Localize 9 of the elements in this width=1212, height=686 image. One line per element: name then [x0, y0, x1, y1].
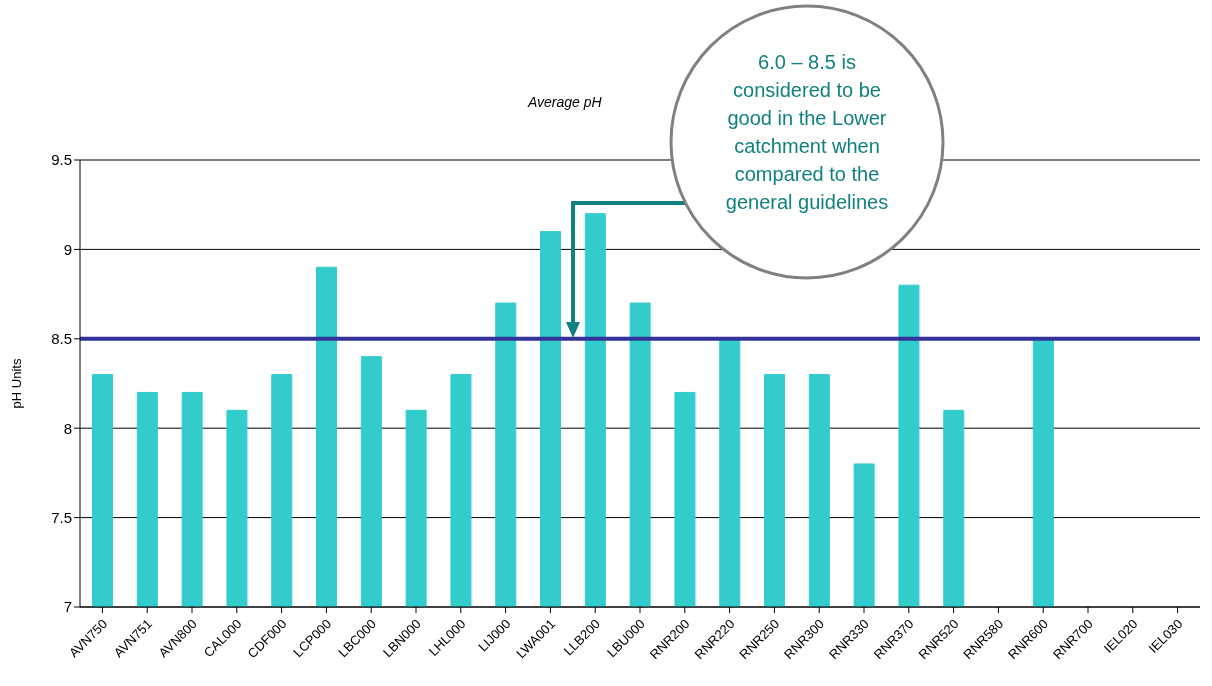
y-tick-label: 7.5	[51, 508, 72, 526]
chart-title: Average pH	[528, 94, 602, 110]
y-tick-label: 9	[63, 240, 72, 258]
y-axis-title: pH Units	[8, 358, 24, 409]
y-tick-label: 7	[63, 598, 72, 616]
y-tick-label: 8	[63, 419, 72, 437]
y-tick-label: 8.5	[51, 330, 72, 348]
annotation: 6.0 – 8.5 is considered to be good in the Lower catchment when compared to the general guidelines	[724, 50, 890, 215]
y-tick-label: 9.5	[51, 151, 72, 169]
